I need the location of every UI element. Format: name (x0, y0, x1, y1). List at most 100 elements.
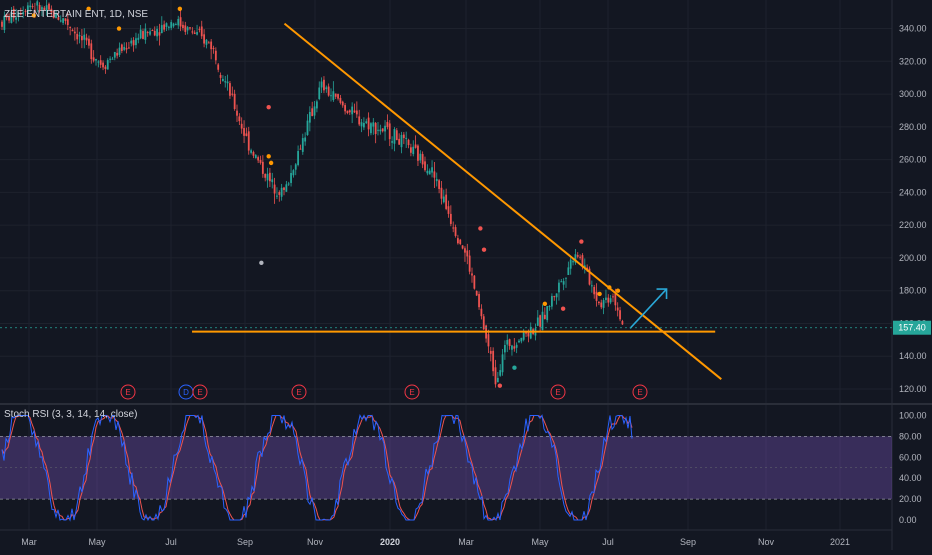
candle-body (38, 4, 41, 11)
candle-body (449, 213, 452, 224)
candle-body (283, 187, 285, 190)
stoch-rsi-pane (0, 414, 892, 522)
candle-body (92, 57, 95, 61)
candle-body (475, 290, 478, 296)
candle-body (287, 183, 290, 185)
candle-body (26, 5, 29, 14)
earnings-marker: E (291, 384, 307, 400)
candle-body (83, 34, 86, 40)
candle-body (144, 28, 147, 40)
candle-body (487, 334, 490, 347)
candle-body (55, 13, 57, 18)
event-marker-circle (291, 384, 307, 400)
candle-body (8, 16, 10, 21)
candle-body (400, 134, 403, 148)
stoch-tick-label: 40.00 (899, 473, 922, 483)
candle-body (590, 285, 593, 287)
candle-body (548, 306, 551, 308)
signal-dot (177, 6, 183, 12)
event-marker-circle (192, 384, 208, 400)
candle-body (106, 60, 109, 70)
candle-body (50, 8, 53, 13)
candle-body (64, 18, 67, 21)
candle-body (167, 26, 170, 28)
time-tick-label: Jul (165, 537, 177, 547)
candle-body (351, 106, 354, 115)
candle-body (137, 37, 140, 40)
candle-body (172, 23, 175, 27)
candle-body (431, 167, 433, 173)
candle-body (598, 301, 600, 304)
candle-body (41, 7, 43, 10)
candle-body (325, 87, 328, 90)
candle-body (73, 31, 76, 34)
signal-dot (560, 306, 566, 311)
candle-body (17, 12, 20, 18)
dividend-marker: D (178, 384, 194, 400)
candle-body (238, 116, 241, 122)
candle-body (24, 10, 27, 12)
candle-body (363, 122, 365, 128)
candle-body (236, 110, 238, 116)
price-tick-label: 320.00 (899, 56, 927, 66)
drawings[interactable] (192, 22, 722, 380)
signal-dot (542, 301, 548, 306)
stoch-tick-label: 20.00 (899, 494, 922, 504)
candle-body (513, 346, 516, 349)
signal-dot (478, 226, 483, 231)
candle-body (330, 95, 332, 97)
candle-body (504, 344, 506, 353)
candle-body (402, 134, 405, 139)
candle-body (506, 339, 509, 345)
stoch-tick-label: 100.00 (899, 410, 927, 420)
candle-body (1, 21, 3, 27)
candle-body (499, 370, 502, 376)
candle-body (515, 344, 518, 348)
candle-body (116, 52, 119, 56)
candle-body (607, 297, 610, 303)
candle-body (36, 1, 39, 6)
price-tick-label: 140.00 (899, 351, 927, 361)
signal-dot (497, 383, 503, 388)
candle-body (163, 24, 166, 30)
candle-body (367, 117, 370, 130)
candle-body (186, 27, 189, 31)
event-marker-circle (550, 384, 566, 400)
candle-body (407, 139, 410, 146)
candle-body (558, 282, 560, 293)
candle-body (294, 164, 297, 170)
candle-body (393, 129, 396, 144)
candle-body (452, 227, 455, 229)
candle-body (3, 15, 6, 30)
candle-body (193, 32, 196, 34)
candle-body (527, 332, 530, 337)
candle-body (595, 291, 598, 301)
candle-body (551, 296, 553, 307)
time-tick-label: Nov (307, 537, 324, 547)
candle-body (222, 78, 224, 81)
candle-body (276, 195, 278, 197)
candle-body (605, 297, 607, 301)
signal-dot (512, 365, 517, 370)
candle-body (224, 81, 227, 83)
candle-body (165, 23, 168, 27)
candle-body (81, 36, 83, 41)
candle-body (379, 129, 382, 132)
candle-body (135, 38, 137, 46)
candle-body (146, 32, 149, 34)
descending-trendline (283, 22, 722, 380)
candle-body (588, 268, 591, 285)
candle-body (553, 296, 556, 298)
time-tick-label: May (531, 537, 549, 547)
candle-body (395, 130, 398, 141)
candle-body (156, 28, 158, 37)
event-marker-label: D (183, 388, 189, 397)
candle-body (19, 13, 22, 15)
candle-body (139, 29, 142, 39)
time-tick-label: May (88, 537, 106, 547)
candle-body (346, 110, 349, 114)
candle-body (461, 245, 464, 249)
signal-dot (597, 291, 602, 297)
candle-body (511, 345, 513, 350)
